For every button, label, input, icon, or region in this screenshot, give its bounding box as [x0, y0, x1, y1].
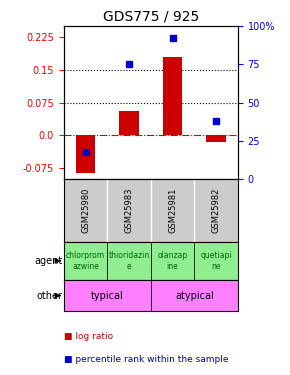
FancyBboxPatch shape	[194, 242, 238, 280]
Text: ■ percentile rank within the sample: ■ percentile rank within the sample	[64, 355, 228, 364]
Bar	[163, 57, 182, 135]
FancyBboxPatch shape	[151, 242, 194, 280]
Text: other: other	[37, 291, 63, 301]
Text: atypical: atypical	[175, 291, 214, 301]
Text: chlorprom
azwine: chlorprom azwine	[66, 251, 105, 270]
FancyBboxPatch shape	[107, 242, 151, 280]
Text: GSM25983: GSM25983	[124, 188, 134, 233]
Text: GSM25981: GSM25981	[168, 188, 177, 233]
Text: GSM25982: GSM25982	[211, 188, 221, 233]
Text: ■ log ratio: ■ log ratio	[64, 332, 113, 341]
Bar	[206, 135, 226, 142]
Text: quetiapi
ne: quetiapi ne	[200, 251, 232, 270]
FancyBboxPatch shape	[64, 242, 107, 280]
Text: typical: typical	[91, 291, 124, 301]
Title: GDS775 / 925: GDS775 / 925	[103, 10, 199, 24]
Bar	[76, 135, 95, 172]
Bar	[119, 111, 139, 135]
Text: olanzap
ine: olanzap ine	[157, 251, 188, 270]
Text: GSM25980: GSM25980	[81, 188, 90, 233]
Text: agent: agent	[35, 256, 63, 266]
Text: thioridazin
e: thioridazin e	[108, 251, 150, 270]
FancyBboxPatch shape	[151, 280, 238, 311]
FancyBboxPatch shape	[64, 280, 151, 311]
